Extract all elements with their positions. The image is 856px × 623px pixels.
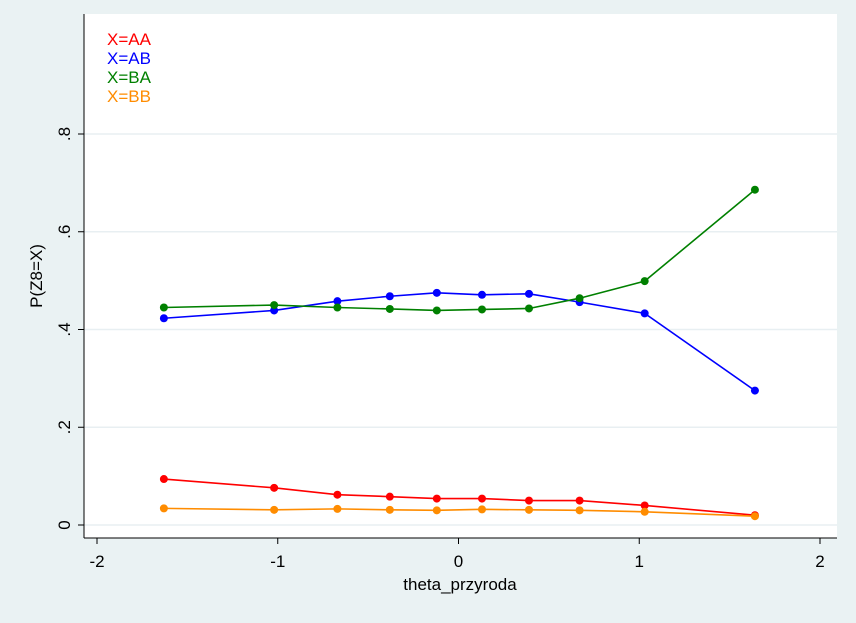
x-tick-label: 1 bbox=[635, 552, 644, 571]
data-point bbox=[750, 512, 759, 521]
data-point bbox=[640, 501, 649, 510]
series-line bbox=[163, 507, 755, 518]
data-point bbox=[640, 507, 649, 516]
x-tick-label: -1 bbox=[270, 552, 285, 571]
legend-entry: X=AA bbox=[107, 30, 152, 49]
data-point bbox=[477, 305, 486, 314]
data-point bbox=[477, 494, 486, 503]
plot-area bbox=[84, 14, 837, 538]
data-point bbox=[159, 303, 168, 312]
data-point bbox=[524, 505, 533, 514]
x-axis-title: theta_przyroda bbox=[403, 575, 517, 594]
data-point bbox=[432, 506, 441, 515]
data-point bbox=[575, 496, 584, 505]
y-tick-label: 0 bbox=[55, 520, 74, 529]
data-point bbox=[524, 289, 533, 298]
series-x-bb bbox=[159, 504, 759, 521]
data-point bbox=[159, 475, 168, 484]
series bbox=[159, 185, 759, 521]
data-point bbox=[575, 506, 584, 515]
y-tick-label: .8 bbox=[55, 127, 74, 141]
y-tick-label: .6 bbox=[55, 225, 74, 239]
series-x-ba bbox=[159, 185, 759, 315]
data-point bbox=[270, 301, 279, 310]
legend: X=AAX=ABX=BAX=BB bbox=[107, 30, 152, 106]
axes bbox=[83, 14, 837, 539]
data-point bbox=[385, 304, 394, 313]
series-line bbox=[163, 478, 756, 517]
legend-entry: X=AB bbox=[107, 49, 151, 68]
y-ticks: 0 .2 .4 .6 .8 bbox=[55, 127, 84, 530]
data-point bbox=[270, 483, 279, 492]
data-point bbox=[477, 505, 486, 514]
data-point bbox=[640, 277, 649, 286]
data-point bbox=[640, 309, 649, 318]
data-point bbox=[750, 185, 759, 194]
data-point bbox=[477, 290, 486, 299]
y-tick-label: .2 bbox=[55, 420, 74, 434]
data-point bbox=[385, 492, 394, 501]
data-point bbox=[575, 294, 584, 303]
legend-entry: X=BB bbox=[107, 87, 151, 106]
data-point bbox=[750, 386, 759, 395]
data-point bbox=[524, 304, 533, 313]
x-tick-label: 0 bbox=[454, 552, 463, 571]
data-point bbox=[524, 496, 533, 505]
data-point bbox=[333, 490, 342, 499]
data-point bbox=[432, 288, 441, 297]
legend-entry: X=BA bbox=[107, 68, 152, 87]
x-ticks: -2 -1 0 1 2 bbox=[89, 538, 825, 571]
y-tick-label: .4 bbox=[55, 322, 74, 336]
data-point bbox=[333, 303, 342, 312]
data-point bbox=[333, 504, 342, 513]
grid-lines bbox=[84, 133, 837, 526]
x-tick-label: 2 bbox=[815, 552, 824, 571]
y-axis-title: P(Z8=X) bbox=[27, 244, 46, 308]
series-x-aa bbox=[159, 475, 759, 520]
data-point bbox=[385, 292, 394, 301]
data-point bbox=[385, 505, 394, 514]
x-tick-label: -2 bbox=[89, 552, 104, 571]
data-point bbox=[159, 504, 168, 513]
data-point bbox=[270, 505, 279, 514]
data-point bbox=[432, 306, 441, 315]
data-point bbox=[432, 494, 441, 503]
data-point bbox=[333, 297, 342, 306]
series-line bbox=[163, 189, 756, 312]
data-point bbox=[159, 314, 168, 323]
